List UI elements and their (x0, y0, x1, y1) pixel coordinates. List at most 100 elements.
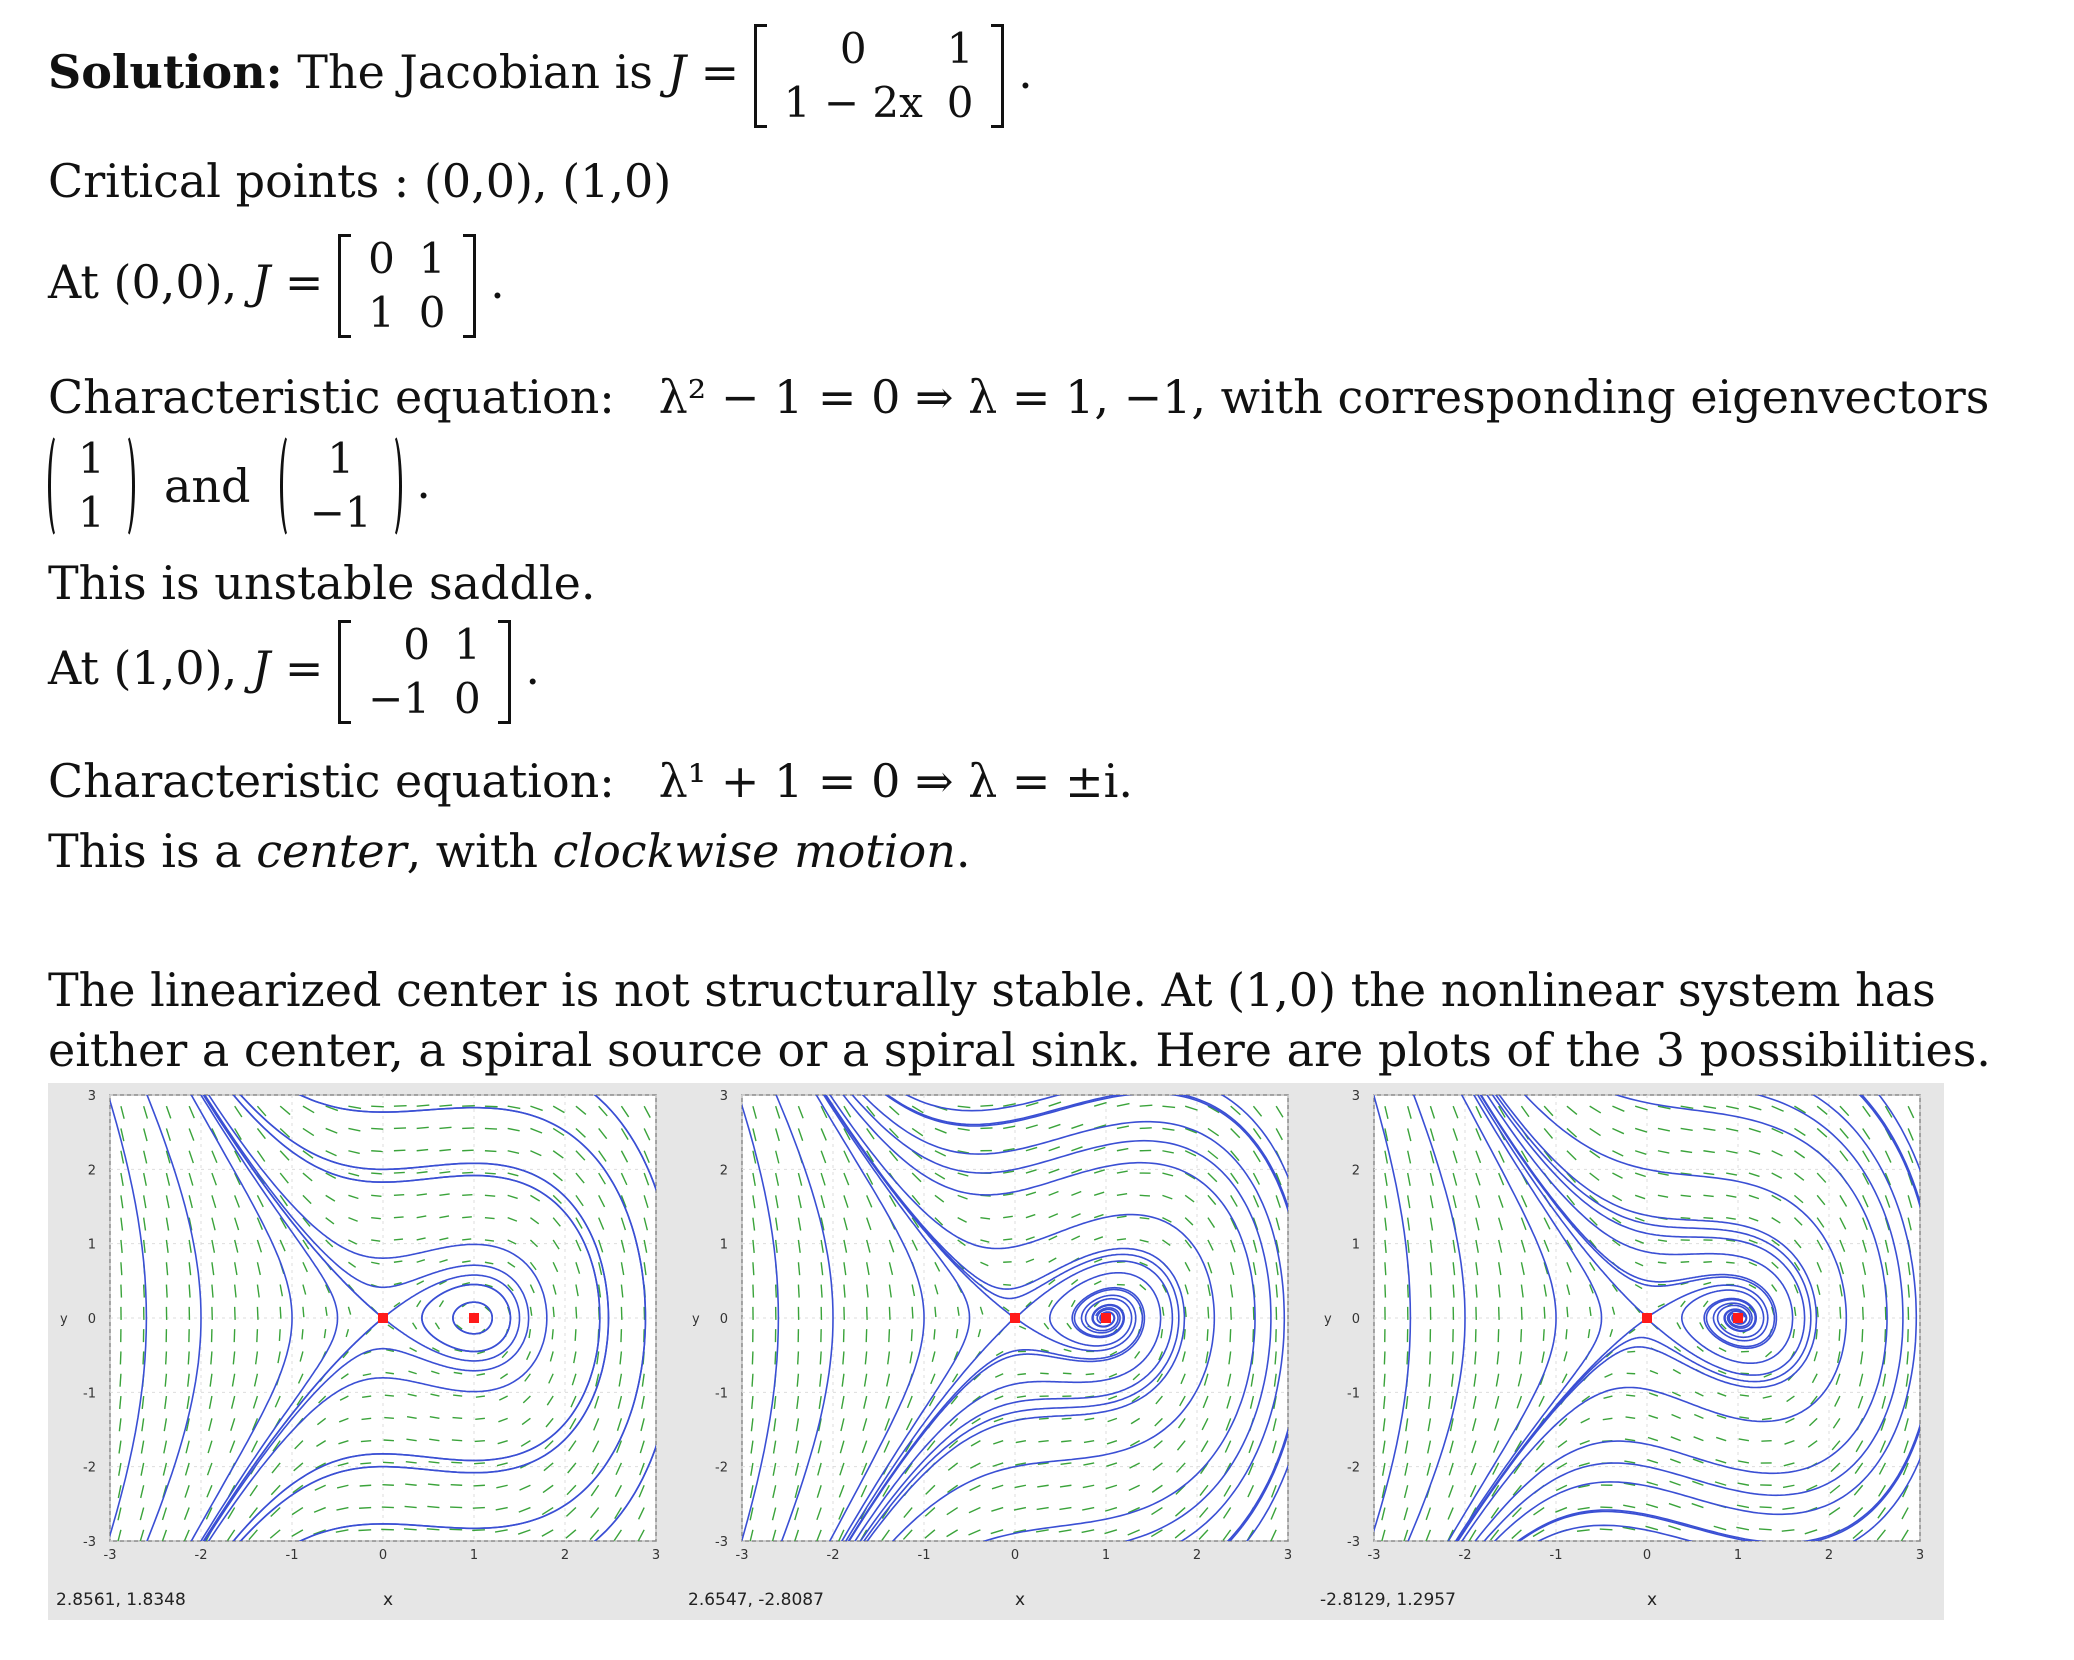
y-tick-label: 2 (720, 1163, 728, 1178)
direction-arrow (1475, 1284, 1478, 1298)
direction-arrow (1150, 1529, 1163, 1538)
direction-arrow (507, 1194, 518, 1200)
y-tick-label: 1 (88, 1238, 96, 1253)
direction-arrow (476, 1373, 486, 1376)
direction-arrow (233, 1262, 238, 1276)
direction-arrow (1533, 1506, 1545, 1516)
direction-arrow (1252, 1172, 1261, 1185)
direction-arrow (1252, 1262, 1257, 1276)
direction-arrow (1726, 1216, 1736, 1220)
direction-arrow (1566, 1105, 1578, 1115)
direction-arrow (1247, 1462, 1255, 1476)
direction-arrow (598, 1150, 607, 1162)
trajectory (239, 1095, 610, 1474)
direction-arrow (1882, 1373, 1887, 1387)
direction-arrow (1901, 1507, 1909, 1520)
direction-arrow (552, 1217, 561, 1227)
direction-arrow (299, 1351, 304, 1362)
direction-arrow (1816, 1127, 1828, 1138)
direction-arrow (1839, 1239, 1846, 1252)
trajectory (1407, 1317, 1466, 1541)
direction-arrow (620, 1239, 626, 1253)
direction-arrow (118, 1418, 122, 1432)
direction-arrow (620, 1262, 625, 1276)
direction-arrow (1816, 1172, 1827, 1183)
direction-arrow (574, 1329, 577, 1341)
direction-arrow (638, 1484, 645, 1498)
direction-arrow (1403, 1507, 1409, 1521)
direction-arrow (1543, 1128, 1554, 1139)
direction-arrow (1903, 1440, 1909, 1454)
direction-arrow (1139, 1194, 1150, 1197)
direction-arrow (643, 1128, 651, 1141)
direction-arrow (473, 1484, 485, 1487)
direction-arrow (1207, 1105, 1220, 1114)
x-tick-label: -1 (918, 1548, 931, 1563)
phase-portrait-spiral-sink: -3 -2 -1 0 1 2 3 3 2 1 0 -1 -2 -3 y -2.8129, 1.2957 x (1312, 1083, 1944, 1620)
direction-arrow (393, 1260, 403, 1263)
direction-arrow (957, 1172, 969, 1177)
y-tick-label: 0 (1352, 1312, 1360, 1327)
direction-arrow (1498, 1150, 1505, 1163)
direction-arrow (1061, 1417, 1072, 1420)
direction-arrow (165, 1284, 168, 1298)
direction-arrow (209, 1373, 213, 1387)
direction-arrow (1093, 1191, 1105, 1197)
direction-arrow (1252, 1239, 1258, 1253)
trajectory (877, 1109, 1286, 1541)
direction-arrow (336, 1484, 349, 1489)
direction-arrow (1759, 1506, 1772, 1509)
direction-arrow (1672, 1368, 1682, 1375)
direction-arrow (386, 1348, 395, 1353)
direction-arrow (1566, 1194, 1576, 1206)
direction-arrow (620, 1150, 629, 1163)
direction-arrow (1093, 1169, 1105, 1174)
direction-arrow (1566, 1150, 1577, 1161)
direction-arrow (794, 1507, 800, 1521)
direction-arrow (1816, 1284, 1821, 1295)
direction-arrow (816, 1485, 822, 1498)
direction-arrow (819, 1373, 822, 1387)
direction-arrow (837, 1529, 845, 1541)
direction-arrow (979, 1306, 984, 1315)
direction-arrow (955, 1329, 959, 1339)
direction-arrow (956, 1306, 960, 1316)
direction-arrow (991, 1484, 1004, 1490)
direction-arrow (431, 1347, 440, 1353)
direction-arrow (521, 1417, 531, 1426)
direction-arrow (250, 1440, 259, 1453)
direction-arrow (1543, 1217, 1551, 1230)
direction-arrow (1693, 1436, 1704, 1442)
direction-arrow (752, 1105, 758, 1119)
direction-arrow (1116, 1238, 1127, 1241)
direction-arrow (120, 1128, 125, 1142)
direction-arrow (1555, 1484, 1568, 1492)
direction-arrow (227, 1507, 236, 1520)
direction-arrow (934, 1194, 945, 1203)
direction-arrow (1275, 1105, 1284, 1118)
direction-arrow (1085, 1373, 1095, 1376)
direction-arrow (1907, 1262, 1911, 1276)
direction-arrow (1158, 1351, 1164, 1361)
direction-arrow (1036, 1506, 1049, 1511)
direction-arrow (993, 1439, 1004, 1445)
direction-arrow (383, 1439, 394, 1442)
direction-arrow (1275, 1195, 1281, 1208)
direction-arrow (1127, 1529, 1140, 1536)
direction-arrow (775, 1105, 781, 1119)
direction-arrow (816, 1529, 822, 1541)
direction-arrow (1040, 1372, 1049, 1375)
direction-arrow (1139, 1104, 1153, 1107)
phase-portrait-spiral-source: -3 -2 -1 0 1 2 3 3 2 1 0 -1 -2 -3 y 2.6547, -2.8087 x (680, 1083, 1312, 1620)
direction-arrow (980, 1216, 991, 1220)
direction-arrow (1475, 1239, 1479, 1253)
trajectory (1456, 1321, 1644, 1541)
direction-arrow (120, 1150, 125, 1164)
direction-arrow (1230, 1105, 1241, 1116)
direction-arrow (119, 1351, 122, 1365)
direction-arrow (416, 1237, 426, 1241)
direction-arrow (1071, 1190, 1082, 1197)
direction-arrow (1383, 1373, 1386, 1387)
direction-arrow (256, 1262, 261, 1276)
direction-arrow (1647, 1436, 1659, 1442)
